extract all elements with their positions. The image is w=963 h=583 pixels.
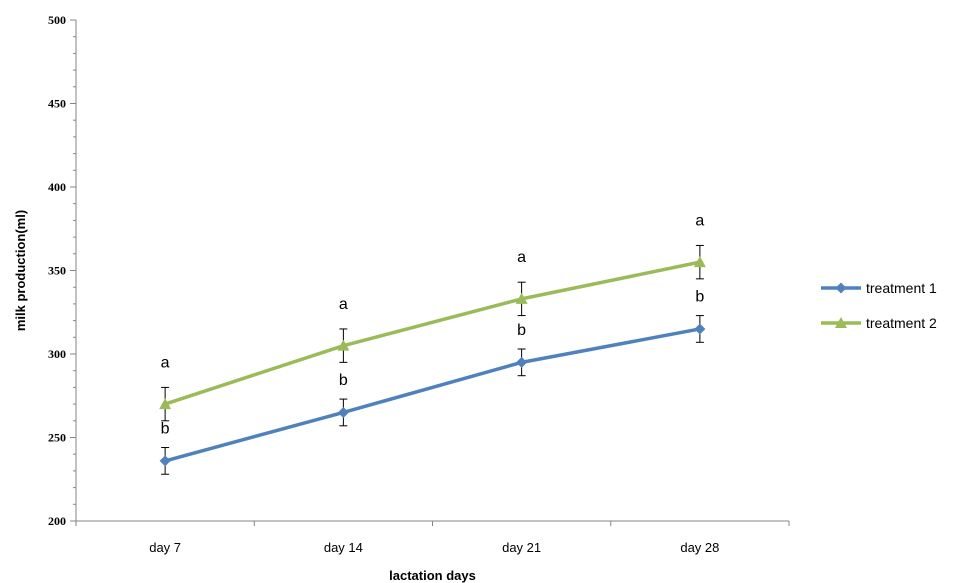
significance-label: b (517, 322, 526, 339)
data-point (515, 292, 528, 304)
series-line (164, 327, 701, 463)
y-tick-label: 200 (48, 514, 66, 528)
y-tick-label: 450 (48, 97, 66, 111)
series-layer (159, 244, 706, 475)
data-point (159, 455, 171, 467)
series-treatment-2 (159, 244, 706, 422)
data-point (694, 323, 706, 335)
legend-label: treatment 2 (866, 315, 937, 331)
x-tick-label: day 14 (324, 540, 363, 555)
significance-label: b (161, 421, 170, 438)
series-line (164, 260, 701, 406)
series-treatment-1 (159, 315, 706, 475)
x-tick-label: day 28 (680, 540, 719, 555)
y-axis-title: milk production(ml) (13, 210, 28, 331)
data-point (516, 356, 528, 368)
y-tick-label: 400 (48, 180, 66, 194)
y-axis-ticks: 200 250 300 350 400 450 500 (48, 13, 76, 528)
x-tick-label: day 21 (502, 540, 541, 555)
significance-label: a (161, 354, 170, 371)
annotation-layer: b b b b a a a a (161, 212, 705, 437)
y-tick-label: 500 (48, 13, 66, 27)
data-point (835, 282, 847, 294)
data-point (835, 317, 847, 328)
legend-label: treatment 1 (866, 280, 937, 296)
data-point (337, 339, 350, 351)
axes (75, 20, 789, 522)
y-tick-label: 250 (48, 431, 66, 445)
legend-item: treatment 2 (821, 315, 937, 331)
significance-label: a (339, 296, 348, 313)
significance-label: a (695, 212, 704, 229)
data-point (693, 256, 706, 268)
x-axis-title: lactation days (389, 568, 476, 583)
x-axis-ticks: day 7 day 14 day 21 day 28 (75, 521, 790, 555)
data-point (337, 406, 349, 418)
y-tick-label: 350 (48, 264, 66, 278)
x-tick-label: day 7 (149, 540, 181, 555)
y-tick-label: 300 (48, 347, 66, 361)
significance-label: b (695, 289, 704, 306)
data-point (159, 398, 172, 410)
significance-label: b (339, 372, 348, 389)
legend: treatment 1 treatment 2 (821, 280, 937, 331)
legend-item: treatment 1 (821, 280, 937, 296)
significance-label: a (517, 249, 526, 266)
